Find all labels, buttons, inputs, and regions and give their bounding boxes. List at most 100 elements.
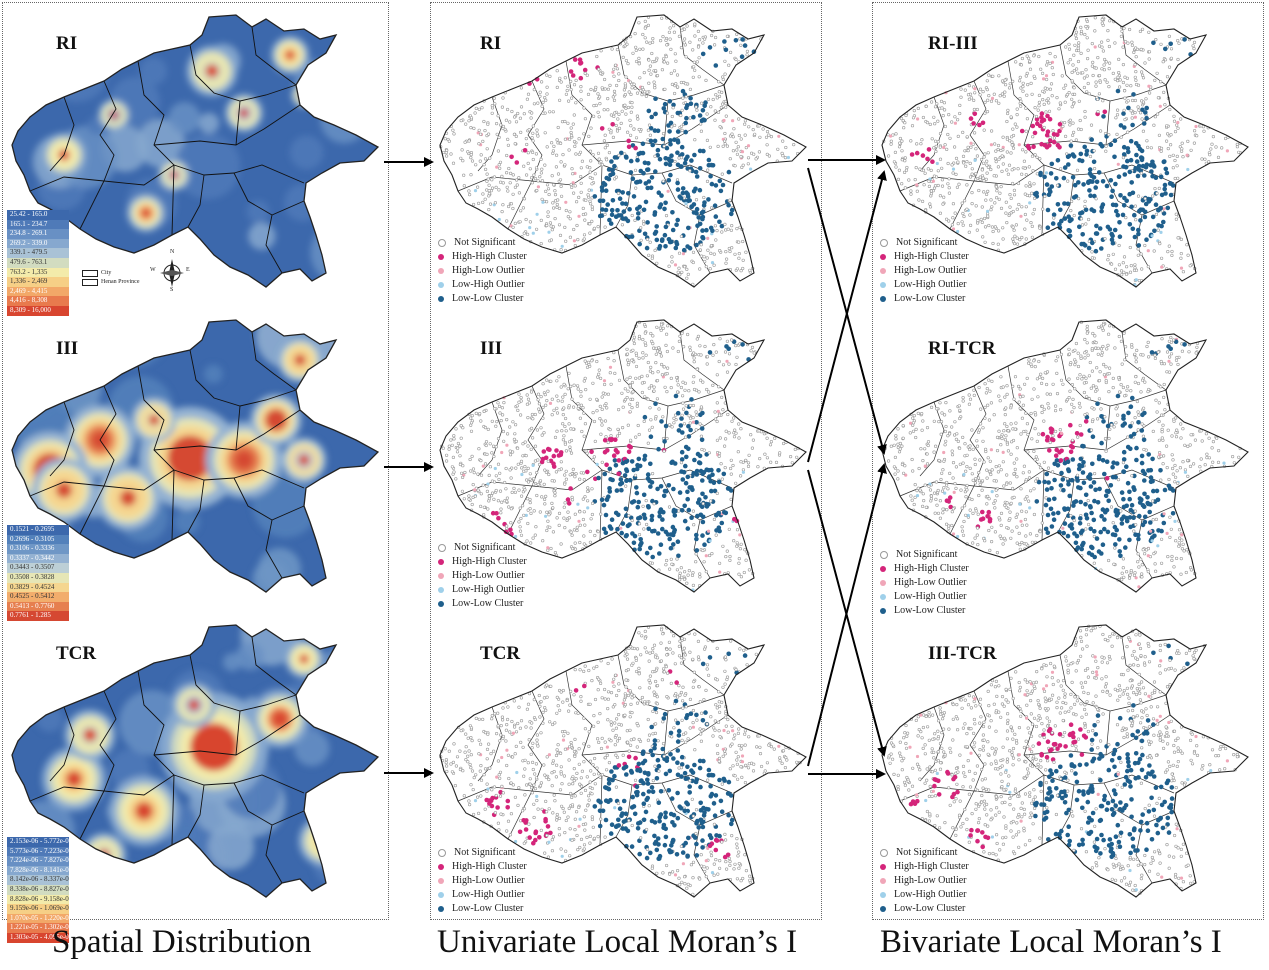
lisa-legend-label: Low-Low Cluster xyxy=(894,903,966,914)
legend-class: 25.42 - 165.0 xyxy=(7,210,69,220)
lisa-legend-label: High-Low Outlier xyxy=(452,265,525,276)
lisa-legend-item: High-High Cluster xyxy=(438,250,527,264)
compass-letter: S xyxy=(170,287,174,293)
legend-class: 0.3106 - 0.3336 xyxy=(7,544,69,554)
univariate-lisa-map-iii xyxy=(439,319,807,593)
spatial-panel-ri: RI 25.42 - 165.0 165.1 - 234.7 234.8 - 269.… xyxy=(4,5,384,316)
lisa-legend-item: High-Low Outlier xyxy=(438,569,527,583)
lisa-legend-item: High-High Cluster xyxy=(880,562,969,576)
legend-class: 8,309 - 16,000 xyxy=(7,305,69,316)
lisa-legend-swatch xyxy=(438,601,444,607)
spatial-map-iii xyxy=(11,319,380,593)
lisa-legend-label: High-High Cluster xyxy=(452,251,527,262)
lisa-legend-label: High-Low Outlier xyxy=(452,570,525,581)
lisa-legend-item: Low-High Outlier xyxy=(880,278,969,292)
bivariate-lisa-map-ri-iii xyxy=(881,14,1249,288)
compass-letter: E xyxy=(186,267,190,273)
legend-class: 339.1 - 479.5 xyxy=(7,248,69,258)
spatial-panel-title: III xyxy=(56,338,79,359)
lisa-legend-swatch xyxy=(880,594,886,600)
lisa-legend-label: Not Significant xyxy=(454,847,516,858)
lisa-legend-swatch xyxy=(438,239,446,247)
column-label-univariate: Univariate Local Moran’s I xyxy=(437,924,798,960)
lisa-legend-item: Low-Low Cluster xyxy=(438,902,527,916)
spatial-map-tcr xyxy=(11,624,380,898)
lisa-legend-label: Low-High Outlier xyxy=(452,279,525,290)
univariate-lisa-map-ri xyxy=(439,14,807,288)
legend-class: 9.159e-06 - 1.069e-05 xyxy=(7,904,69,914)
lisa-legend-swatch xyxy=(438,254,444,260)
lisa-legend-label: Low-High Outlier xyxy=(452,584,525,595)
lisa-legend-label: Low-High Outlier xyxy=(894,591,967,602)
lisa-legend-label: Low-High Outlier xyxy=(894,279,967,290)
legend-class: 234.8 - 269.1 xyxy=(7,229,69,239)
lisa-legend-swatch xyxy=(880,268,886,274)
lisa-legend-item: Low-Low Cluster xyxy=(438,597,527,611)
lisa-legend-item: High-High Cluster xyxy=(880,860,969,874)
lisa-legend-item: Not Significant xyxy=(880,548,969,562)
lisa-legend-swatch xyxy=(880,608,886,614)
lisa-legend-item: Low-High Outlier xyxy=(438,888,527,902)
bivariate-panel-ri-tcr: RI-TCR Not Significant High-High Cluster Hi… xyxy=(874,310,1254,616)
legend-class: 4,416 - 8,308 xyxy=(7,296,69,306)
bivariate-lisa-map-ri-tcr xyxy=(881,319,1249,593)
legend-class: 7.828e-06 - 8.141e-06 xyxy=(7,865,69,876)
legend-class: 2,469 - 4,415 xyxy=(7,286,69,297)
lisa-legend-label: High-High Cluster xyxy=(452,556,527,567)
lisa-legend-label: High-High Cluster xyxy=(894,861,969,872)
lisa-legend-swatch xyxy=(438,282,444,288)
spatial-panel-tcr: TCR 2.153e-06 - 5.772e-06 5.773e-06 - 7.22… xyxy=(4,615,384,943)
legend-class: 0.5413 - 0.7760 xyxy=(7,601,69,612)
legend-class: 5.773e-06 - 7.223e-06 xyxy=(7,846,69,857)
lisa-legend-swatch xyxy=(880,239,888,247)
lisa-legend-item: High-High Cluster xyxy=(438,555,527,569)
lisa-legend-item: High-Low Outlier xyxy=(438,264,527,278)
lisa-legend-item: Low-High Outlier xyxy=(880,590,969,604)
lisa-legend-label: Low-Low Cluster xyxy=(452,903,524,914)
gradient-legend: 0.1521 - 0.2695 0.2696 - 0.3105 0.3106 - 0… xyxy=(7,525,69,621)
bivariate-panel-title: III-TCR xyxy=(928,643,997,664)
lisa-legend-swatch xyxy=(880,566,886,572)
spatial-panel-title: RI xyxy=(56,33,78,54)
spatial-panel-iii: III 0.1521 - 0.2695 0.2696 - 0.3105 0.3106 … xyxy=(4,310,384,621)
univariate-panel-title: TCR xyxy=(480,643,521,664)
univariate-panel-title: RI xyxy=(480,33,502,54)
lisa-legend-item: Not Significant xyxy=(880,236,969,250)
legend-class: 1.221e-05 - 1.302e-05 xyxy=(7,923,69,933)
lisa-legend: Not Significant High-High Cluster High-Low… xyxy=(880,548,969,618)
legend-class: 0.3443 - 0.3507 xyxy=(7,563,69,573)
legend-class: 2.153e-06 - 5.772e-06 xyxy=(7,837,69,847)
lisa-legend-label: Low-High Outlier xyxy=(452,889,525,900)
bivariate-panel-title: RI-III xyxy=(928,33,978,54)
univariate-lisa-map-tcr xyxy=(439,624,807,898)
lisa-legend-swatch xyxy=(438,849,446,857)
spatial-panel-title: TCR xyxy=(56,643,97,664)
legend-class: 479.6 - 763.1 xyxy=(7,257,69,268)
legend-class: 8.142e-06 - 8.337e-06 xyxy=(7,875,69,885)
legend-class: 1.303e-05 - 4.095e-05 xyxy=(7,932,69,943)
lisa-legend-swatch xyxy=(880,849,888,857)
lisa-legend: Not Significant High-High Cluster High-Low… xyxy=(438,846,527,916)
city-boundary-swatch xyxy=(82,270,98,277)
lisa-legend-label: Not Significant xyxy=(896,549,958,560)
boundary-legend-label: City xyxy=(101,270,112,276)
legend-class: 165.1 - 234.7 xyxy=(7,219,69,230)
lisa-legend-swatch xyxy=(880,864,886,870)
lisa-legend-swatch xyxy=(880,282,886,288)
lisa-legend: Not Significant High-High Cluster High-Low… xyxy=(438,541,527,611)
lisa-legend: Not Significant High-High Cluster High-Low… xyxy=(880,846,969,916)
province-boundary-swatch xyxy=(82,279,98,286)
legend-class: 0.2696 - 0.3105 xyxy=(7,534,69,545)
lisa-legend-swatch xyxy=(438,892,444,898)
lisa-legend-label: High-High Cluster xyxy=(894,563,969,574)
lisa-legend-swatch xyxy=(438,864,444,870)
legend-class: 763.2 - 1,335 xyxy=(7,267,69,278)
bivariate-lisa-map-iii-tcr xyxy=(881,624,1249,898)
legend-class: 0.3337 - 0.3442 xyxy=(7,553,69,564)
lisa-legend: Not Significant High-High Cluster High-Low… xyxy=(880,236,969,306)
lisa-legend-item: Low-High Outlier xyxy=(438,583,527,597)
column-label-spatial: Spatial Distribution xyxy=(52,924,312,960)
lisa-legend-label: High-Low Outlier xyxy=(894,265,967,276)
legend-class: 0.3508 - 0.3828 xyxy=(7,572,69,583)
lisa-legend: Not Significant High-High Cluster High-Low… xyxy=(438,236,527,306)
